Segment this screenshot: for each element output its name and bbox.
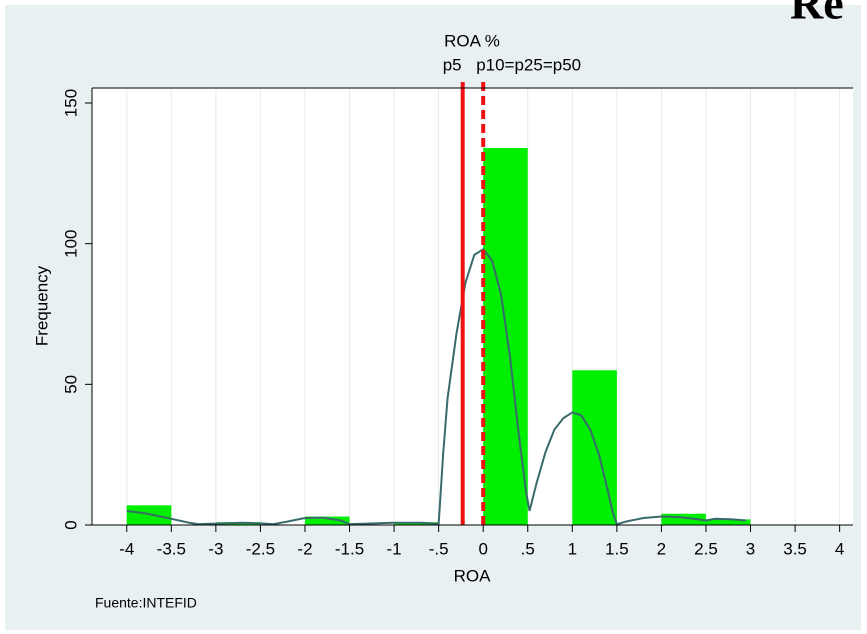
x-tick-label: -2.5: [246, 539, 275, 558]
x-tick-label: .5: [521, 539, 535, 558]
x-tick-label: 1.5: [605, 539, 629, 558]
heading: Re: [790, 0, 844, 29]
y-tick-label: 150: [61, 89, 80, 117]
plot-area: [92, 88, 853, 525]
x-tick-label: -3.5: [157, 539, 186, 558]
chart-title: ROA %: [444, 31, 500, 50]
x-tick-label: 0: [478, 539, 487, 558]
density-curve: [126, 247, 747, 526]
reference-label: p10=p25=p50: [476, 55, 581, 74]
note: Fuente:INTEFID: [95, 595, 197, 611]
x-axis-label: ROA: [454, 566, 492, 585]
bar: [126, 505, 172, 525]
x-tick-label: -3: [208, 539, 223, 558]
bar: [705, 519, 751, 525]
x-tick-label: -.5: [429, 539, 449, 558]
x-tick-label: -4: [119, 539, 134, 558]
x-tick-label: 2.5: [694, 539, 718, 558]
y-tick-label: 100: [61, 229, 80, 257]
x-tick-label: 3: [746, 539, 755, 558]
x-tick-label: -2: [297, 539, 312, 558]
y-tick-label: 0: [61, 520, 80, 529]
x-tick-label: 3.5: [783, 539, 807, 558]
bar: [483, 148, 528, 525]
bar: [304, 516, 350, 525]
y-tick-label: 50: [61, 375, 80, 394]
x-tick-label: 2: [657, 539, 666, 558]
x-tick-label: 4: [835, 539, 844, 558]
x-tick-label: 1: [568, 539, 577, 558]
reference-label: p5: [443, 55, 462, 74]
x-tick-label: -1.5: [335, 539, 364, 558]
x-tick-label: -1: [387, 539, 402, 558]
y-axis-label: Frequency: [32, 265, 51, 346]
bar: [661, 513, 706, 525]
